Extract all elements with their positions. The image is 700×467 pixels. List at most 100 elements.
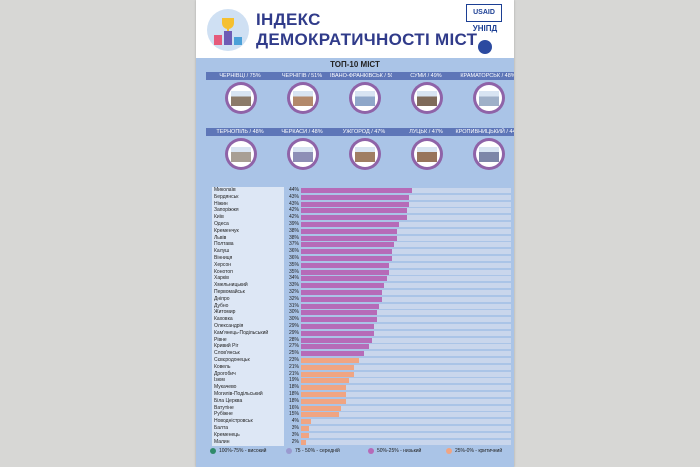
city-photo	[355, 91, 375, 106]
value-label: 3%	[291, 431, 299, 438]
city-name-label: Олександрія	[212, 323, 284, 330]
bar	[301, 188, 412, 193]
top10-city-badge: ЧЕРНІГІВ / 51%	[268, 72, 336, 132]
city-photo	[231, 91, 251, 106]
city-name-label: Дрогобич	[212, 370, 284, 378]
bar-track	[301, 337, 511, 343]
city-photo	[417, 147, 437, 162]
city-name-label: Калуш	[212, 248, 284, 256]
top10-city-label: ЧЕРНІВЦІ / 75%	[206, 72, 274, 80]
city-name-label: Рівне	[212, 336, 284, 344]
ranking-row: Херсон 35%	[196, 261, 514, 269]
value-label: 35%	[288, 261, 299, 268]
bar	[301, 215, 407, 221]
value-label: 16%	[288, 404, 299, 411]
ranking-row: Житомир 30%	[196, 309, 514, 317]
city-name-label: Житомир	[212, 309, 284, 317]
top10-city-badge: УЖГОРОД / 47%	[330, 128, 398, 188]
value-label: 42%	[288, 207, 299, 214]
city-name-label: Рубіжне	[212, 411, 284, 419]
value-label: 21%	[288, 370, 299, 377]
value-label: 21%	[288, 363, 299, 370]
city-photo-frame	[473, 138, 505, 170]
top10-city-label: ЧЕРКАСИ / 48%	[268, 128, 336, 136]
city-name-label: Каховка	[212, 316, 284, 324]
bar-track	[301, 419, 511, 425]
bar	[301, 222, 400, 227]
ranking-row: Одеса 39%	[196, 221, 514, 228]
legend-item: 50%-25% - низький	[368, 445, 421, 457]
bar-track	[301, 351, 511, 357]
bar	[301, 228, 397, 234]
city-photo	[479, 91, 499, 106]
ranking-row: Калуш 36%	[196, 248, 514, 256]
bar-track	[301, 405, 511, 411]
ranking-row: Балта 3%	[196, 425, 514, 432]
bar	[301, 364, 354, 370]
ranking-row: Конотоп 35%	[196, 268, 514, 276]
legend-item: 100%-75% - високий	[210, 445, 266, 457]
city-name-label: Полтава	[212, 241, 284, 249]
value-label: 32%	[288, 295, 299, 302]
bar	[301, 317, 377, 323]
top10-city-label: СУМИ / 49%	[392, 72, 460, 80]
bar-track	[301, 412, 511, 418]
value-label: 32%	[288, 289, 299, 295]
value-label: 25%	[288, 350, 299, 357]
ranking-row: Мукачево 18%	[196, 384, 514, 392]
usaid-logo: USAID	[466, 4, 502, 22]
city-name-label: Балта	[212, 425, 284, 432]
city-photo	[293, 147, 313, 162]
city-name-label: Дубно	[212, 302, 284, 310]
bar-track	[301, 432, 511, 438]
city-name-label: Харків	[212, 275, 284, 283]
city-name-label: Львів	[212, 234, 284, 242]
city-name-label: Ватутіне	[212, 404, 284, 412]
top10-city-label: ІВАНО-ФРАНКІВСЬК / 50%	[330, 72, 398, 80]
city-name-label: Біла Церква	[212, 397, 284, 405]
bar-track	[301, 371, 511, 377]
ranking-row: Львів 38%	[196, 234, 514, 242]
city-photo	[231, 147, 251, 162]
bar-track	[301, 330, 511, 336]
city-name-label: Слов'янськ	[212, 350, 284, 358]
bar-track	[301, 439, 511, 445]
bar-track	[301, 262, 511, 268]
ranking-row: Дніпро 32%	[196, 295, 514, 303]
city-name-label: Конотоп	[212, 268, 284, 276]
ranking-row: Вінниця 36%	[196, 255, 514, 262]
bar	[301, 303, 380, 309]
legend-swatch	[286, 447, 292, 454]
city-name-label: Київ	[212, 214, 284, 222]
bar	[301, 344, 370, 350]
city-photo-frame	[473, 82, 505, 114]
bar-track	[301, 426, 511, 431]
bar-track	[301, 296, 511, 302]
bar	[301, 324, 375, 329]
value-label: 38%	[288, 234, 299, 241]
poster-header: ІНДЕКС ДЕМОКРАТИЧНОСТІ МІСТ USAID УНІПД	[196, 0, 514, 58]
bar	[301, 296, 382, 302]
bar-track	[301, 385, 511, 391]
value-label: 27%	[288, 343, 299, 350]
ranking-section: Миколаїв 44% Бердянськ 43% Ніжин 43% Запоріжжя…	[196, 180, 514, 467]
city-name-label: Первомайськ	[212, 289, 284, 296]
value-label: 42%	[288, 214, 299, 221]
top10-city-badge: ТЕРНОПІЛЬ / 48%	[206, 128, 274, 188]
bar	[301, 337, 372, 343]
ranking-row: Сєвєродонецьк 23%	[196, 357, 514, 364]
bar	[301, 358, 359, 363]
ranking-row: Рубіжне 15%	[196, 411, 514, 419]
bar	[301, 371, 354, 377]
city-name-label: Миколаїв	[212, 187, 284, 194]
bar	[301, 249, 392, 255]
value-label: 2%	[291, 438, 299, 445]
bar	[301, 256, 392, 261]
ranking-row: Малин 2%	[196, 438, 514, 446]
value-label: 18%	[288, 384, 299, 391]
ranking-row: Миколаїв 44%	[196, 187, 514, 194]
value-label: 36%	[288, 248, 299, 255]
legend-swatch	[446, 447, 452, 454]
city-name-label: Новодністровськ	[212, 418, 284, 426]
city-name-label: Кременець	[212, 431, 284, 439]
